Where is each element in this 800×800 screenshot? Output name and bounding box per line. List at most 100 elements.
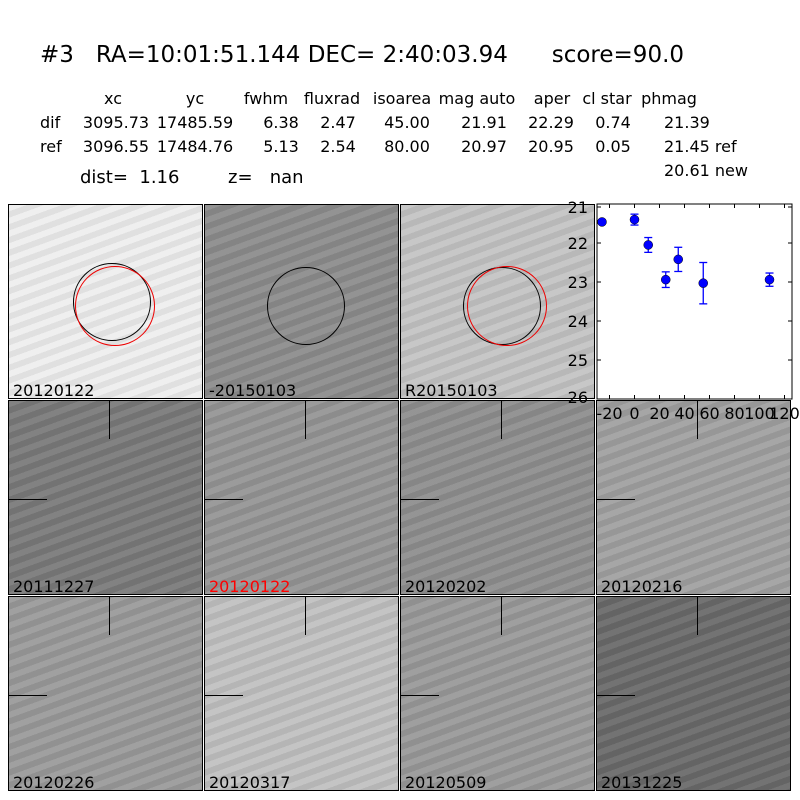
row-label: dif (40, 113, 61, 132)
dist-value: dist= 1.16 (80, 167, 180, 188)
data-point (764, 274, 775, 285)
column-header: fluxrad (303, 89, 361, 108)
aperture-circle (267, 267, 345, 345)
column-header: fwhm (243, 89, 289, 108)
crosshair-tick (9, 695, 47, 696)
image-stamp[interactable]: 20120122 (8, 204, 203, 399)
table-cell: 2.54 (320, 137, 356, 156)
new-phmag: 20.61 new (664, 161, 748, 180)
stamp-date-label: -20150103 (209, 381, 297, 399)
column-header: xc (104, 89, 122, 108)
table-cell: 20.97 (461, 137, 507, 156)
y-tick-label: 21 (568, 198, 588, 217)
positive-residual-blob (679, 497, 711, 529)
table-cell: 17485.59 (156, 113, 234, 132)
table-cell: 21.91 (461, 113, 507, 132)
table-cell: 0.74 (595, 113, 631, 132)
plot-frame (596, 203, 793, 400)
x-tick-label: 80 (724, 404, 744, 423)
column-header: aper (533, 89, 571, 108)
table-cell: 22.29 (528, 113, 574, 132)
crosshair-tick (697, 401, 698, 439)
y-tick-label: 26 (568, 388, 588, 407)
crosshair-tick (501, 597, 502, 635)
column-header: phmag (641, 89, 697, 108)
crosshair-tick (109, 401, 110, 439)
image-stamp[interactable]: 20111227 (8, 400, 203, 595)
column-header: yc (185, 89, 205, 108)
stamp-date-label: 20120122 (13, 381, 95, 399)
y-tick-label: 22 (568, 234, 588, 253)
data-point (629, 214, 640, 225)
table-cell: 21.39 (664, 113, 710, 132)
crosshair-tick (205, 695, 243, 696)
positive-residual-blob (481, 491, 521, 531)
stamp-date-label: 20120226 (13, 773, 95, 791)
table-cell: 0.05 (595, 137, 631, 156)
table-cell: 45.00 (384, 113, 430, 132)
crosshair-tick (401, 695, 439, 696)
data-point (673, 254, 683, 265)
crosshair-tick (597, 695, 635, 696)
crosshair-tick (305, 597, 306, 635)
stamp-date-label: 20111227 (13, 577, 95, 595)
positive-residual-blob (93, 493, 141, 541)
stamp-date-label: 20131225 (601, 773, 683, 791)
crosshair-tick (205, 499, 243, 500)
x-tick-label: 60 (699, 404, 719, 423)
y-tick-label: 23 (568, 273, 588, 292)
table-cell: 80.00 (384, 137, 430, 156)
table-cell: 6.38 (263, 113, 299, 132)
y-tick-label: 25 (568, 351, 588, 370)
crosshair-tick (305, 401, 306, 439)
positive-residual-blob (291, 495, 335, 539)
candidate-title: #3 RA=10:01:51.144 DEC= 2:40:03.94 score… (40, 42, 685, 68)
crosshair-tick (697, 597, 698, 635)
ref-aperture-circle (75, 266, 155, 346)
crosshair-tick (597, 499, 635, 500)
crosshair-tick (109, 597, 110, 635)
x-tick-label: 0 (629, 404, 639, 423)
table-cell: 21.45 ref (664, 137, 737, 156)
image-stamp[interactable]: R20150103 (400, 204, 595, 399)
data-point (698, 278, 708, 288)
positive-residual-blob (491, 691, 531, 731)
image-stamp[interactable]: 20120509 (400, 596, 595, 791)
stamp-date-label: 20120216 (601, 577, 683, 595)
table-cell: 20.95 (528, 137, 574, 156)
stamp-date-label: 20120202 (405, 577, 487, 595)
image-stamp[interactable]: 20120202 (400, 400, 595, 595)
table-cell: 3096.55 (82, 137, 150, 156)
row-label: ref (40, 137, 62, 156)
stamp-date-label: R20150103 (405, 381, 498, 399)
image-stamp[interactable]: 20120226 (8, 596, 203, 791)
data-point (597, 217, 607, 227)
image-stamp[interactable]: 20131225 (596, 596, 791, 791)
data-point (661, 274, 671, 285)
image-stamp[interactable]: 20120317 (204, 596, 399, 791)
source-blob (681, 681, 725, 725)
z-value: z= nan (228, 167, 304, 188)
x-tick-label: 120 (769, 404, 800, 423)
crosshair-tick (501, 401, 502, 439)
x-tick-label: 40 (674, 404, 694, 423)
stamp-date-label: 20120509 (405, 773, 487, 791)
column-header: mag auto (438, 89, 516, 108)
column-header: cl star (582, 89, 632, 108)
table-cell: 5.13 (263, 137, 299, 156)
image-stamp[interactable]: -20150103 (204, 204, 399, 399)
table-cell: 2.47 (320, 113, 356, 132)
stamp-date-label: 20120317 (209, 773, 291, 791)
crosshair-tick (401, 499, 439, 500)
image-stamp[interactable]: 20120216 (596, 400, 791, 595)
stamp-date-label: 20120122 (209, 577, 291, 595)
x-tick-label: -20 (596, 404, 622, 423)
crosshair-tick (9, 499, 47, 500)
source-blob (295, 679, 315, 699)
table-cell: 17484.76 (156, 137, 234, 156)
data-point (643, 240, 653, 250)
positive-residual-blob (95, 685, 135, 725)
table-cell: 3095.73 (82, 113, 150, 132)
image-stamp[interactable]: 20120122 (204, 400, 399, 595)
